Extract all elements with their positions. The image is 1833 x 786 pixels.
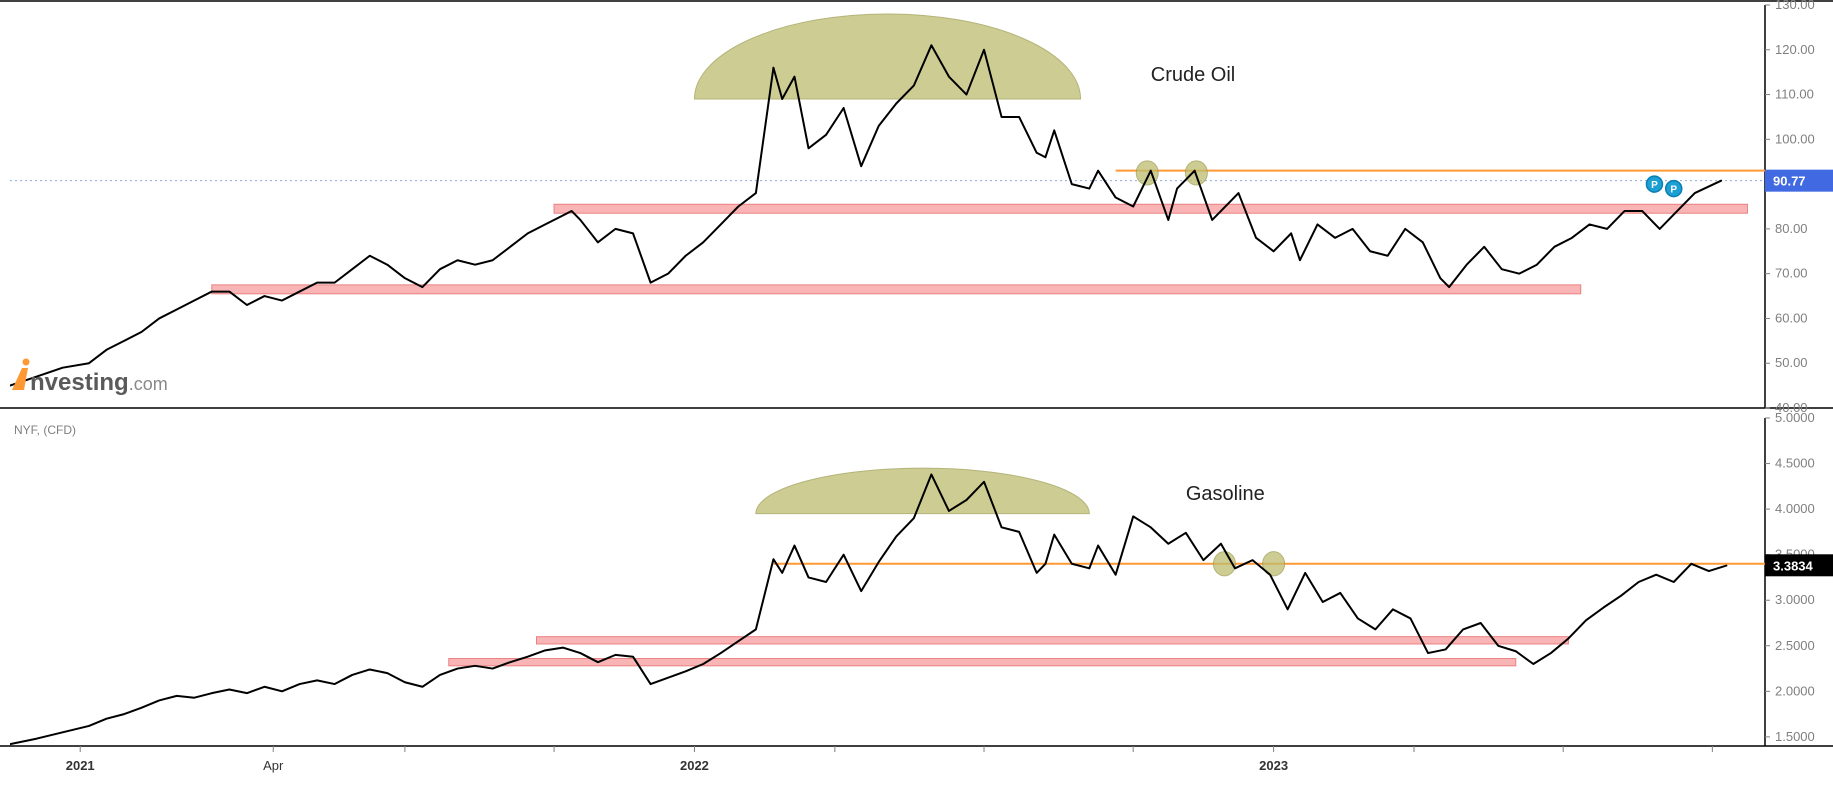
svg-text:5.0000: 5.0000 — [1775, 410, 1815, 425]
svg-text:120.00: 120.00 — [1775, 42, 1815, 57]
svg-text:100.00: 100.00 — [1775, 131, 1815, 146]
svg-text:3.3834: 3.3834 — [1773, 558, 1814, 573]
svg-text:90.77: 90.77 — [1773, 174, 1806, 189]
svg-text:4.5000: 4.5000 — [1775, 456, 1815, 471]
svg-text:3.0000: 3.0000 — [1775, 592, 1815, 607]
svg-text:Apr: Apr — [263, 758, 284, 773]
svg-text:4.0000: 4.0000 — [1775, 501, 1815, 516]
svg-text:2.5000: 2.5000 — [1775, 638, 1815, 653]
svg-text:NYF, (CFD): NYF, (CFD) — [14, 423, 76, 437]
svg-text:2022: 2022 — [680, 758, 709, 773]
price-chart-svg[interactable]: 40.0050.0060.0070.0080.0090.00100.00110.… — [0, 0, 1833, 786]
svg-text:110.00: 110.00 — [1775, 87, 1814, 102]
svg-text:2.0000: 2.0000 — [1775, 683, 1815, 698]
svg-text:50.00: 50.00 — [1775, 355, 1808, 370]
financial-chart-container: 40.0050.0060.0070.0080.0090.00100.00110.… — [0, 0, 1833, 786]
svg-text:2021: 2021 — [66, 758, 95, 773]
svg-text:nvesting.com: nvesting.com — [30, 369, 168, 396]
svg-text:70.00: 70.00 — [1775, 266, 1808, 281]
svg-text:P: P — [1670, 185, 1677, 196]
svg-text:1.5000: 1.5000 — [1775, 729, 1815, 744]
svg-text:Crude Oil: Crude Oil — [1151, 64, 1235, 86]
svg-text:80.00: 80.00 — [1775, 221, 1808, 236]
svg-text:2023: 2023 — [1259, 758, 1288, 773]
svg-text:P: P — [1651, 180, 1658, 191]
svg-text:60.00: 60.00 — [1775, 310, 1808, 325]
svg-text:Gasoline: Gasoline — [1186, 483, 1265, 505]
svg-text:130.00: 130.00 — [1775, 0, 1815, 12]
